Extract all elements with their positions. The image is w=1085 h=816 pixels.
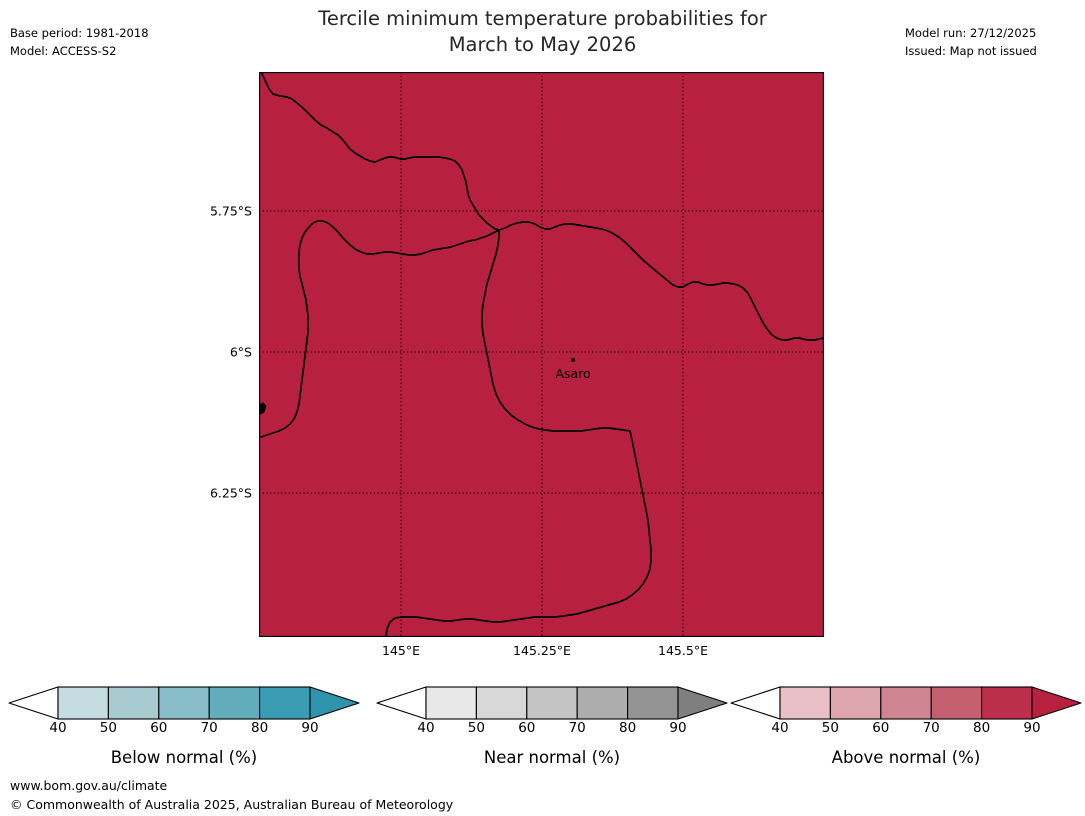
page-title: Tercile minimum temperature probabilitie… [0,6,1085,58]
colorbar-ticks-below-normal: 40 50 60 70 80 90 [8,720,360,740]
colorbar-caption-near-normal: Near normal (%) [483,748,621,767]
boundary-central [498,221,739,288]
colorbar-segment [259,686,311,720]
map-plot-area [259,72,824,637]
colorbar-segment [880,686,932,720]
longitude-tick-label: 145°E [381,643,421,658]
boundary-south-district [481,229,631,432]
map-frame [259,72,824,637]
boundary-north [260,72,500,231]
colorbar-segment [107,686,160,720]
colorbar-tick-label: 90 [669,720,687,736]
colorbar-segment [475,686,528,720]
colorbar-swatches-above-normal [730,686,1082,720]
colorbar-near-normal: 40 50 60 70 80 90 Near normal (%) [376,686,728,776]
colorbar-tick-label: 60 [150,720,168,736]
boundary-southwest [385,616,557,637]
colorbar-tick-label: 40 [49,720,67,736]
colorbar-caption-above-normal: Above normal (%) [831,748,981,767]
colorbar-under-arrow [376,686,427,720]
colorbar-tick-label: 50 [467,720,485,736]
colorbar-tick-label: 70 [568,720,586,736]
boundary-west-basin [260,220,500,438]
colorbar-below-normal: 40 50 60 70 80 90 Below normal (%) [8,686,360,776]
colorbar-tick-label: 80 [973,720,991,736]
colorbar-tick-label: 70 [922,720,940,736]
graticule-grid [259,72,824,637]
colorbar-tick-label: 60 [872,720,890,736]
colorbar-over-arrow [1031,686,1082,720]
title-line-2: March to May 2026 [448,33,637,56]
latitude-tick-label: 5.75°S [209,203,252,219]
map-svg [259,72,824,637]
colorbar-over-arrow [677,686,728,720]
colorbar-over-arrow [309,686,360,720]
latitude-tick-label: 6°S [229,344,252,360]
model-text: Model: ACCESS-S2 [10,44,117,58]
city-label-asaro: Asaro [555,366,591,381]
colorbar-swatches-near-normal [376,686,728,720]
city-marker-asaro [571,358,575,362]
footer: www.bom.gov.au/climate © Commonwealth of… [10,776,453,814]
boundary-east-ridge [737,284,824,341]
colorbar-segment [158,686,210,720]
colorbar-ticks-near-normal: 40 50 60 70 80 90 [376,720,728,740]
colorbar-tick-label: 70 [200,720,218,736]
header-metadata-right: Model run: 27/12/2025 Issued: Map not is… [905,24,1075,60]
colorbar-under-arrow [730,686,781,720]
colorbar-segment [829,686,882,720]
administrative-boundaries [260,72,824,637]
longitude-tick-label: 145.25°E [513,643,571,658]
colorbar-tick-label: 60 [518,720,536,736]
colorbar-segment [425,686,477,720]
colorbar-tick-label: 40 [417,720,435,736]
colorbar-segment [208,686,261,720]
colorbar-segment [57,686,109,720]
colorbar-swatches-below-normal [8,686,360,720]
islet-shape [259,402,267,415]
colorbar-tick-label: 40 [771,720,789,736]
base-period-text: Base period: 1981-2018 [10,26,149,40]
colorbar-segment [627,686,679,720]
colorbar-caption-below-normal: Below normal (%) [110,748,258,767]
colorbar-ticks-above-normal: 40 50 60 70 80 90 [730,720,1082,740]
colorbar-segment [576,686,629,720]
colorbar-segment [526,686,578,720]
colorbar-tick-label: 50 [821,720,839,736]
colorbar-tick-label: 80 [251,720,269,736]
colorbar-segment [779,686,831,720]
title-line-1: Tercile minimum temperature probabilitie… [318,7,767,30]
colorbar-under-arrow [8,686,59,720]
latitude-axis: 5.75°S 6°S 6.25°S [0,0,252,816]
issued-text: Issued: Map not issued [905,44,1037,58]
colorbar-segment [981,686,1033,720]
header-metadata-left: Base period: 1981-2018 Model: ACCESS-S2 [10,24,149,60]
colorbar-tick-label: 90 [301,720,319,736]
model-run-text: Model run: 27/12/2025 [905,26,1037,40]
footer-copyright: © Commonwealth of Australia 2025, Austra… [10,797,454,812]
colorbar-segment [930,686,983,720]
colorbar-above-normal: 40 50 60 70 80 90 Above normal (%) [730,686,1082,776]
colorbar-tick-label: 80 [619,720,637,736]
boundary-vertical-east [555,430,652,618]
longitude-tick-label: 145.5°E [658,643,708,658]
colorbar-tick-label: 90 [1023,720,1041,736]
colorbar-tick-label: 50 [99,720,117,736]
footer-website: www.bom.gov.au/climate [10,778,168,793]
coastline-islet [259,402,267,415]
latitude-tick-label: 6.25°S [209,485,252,501]
